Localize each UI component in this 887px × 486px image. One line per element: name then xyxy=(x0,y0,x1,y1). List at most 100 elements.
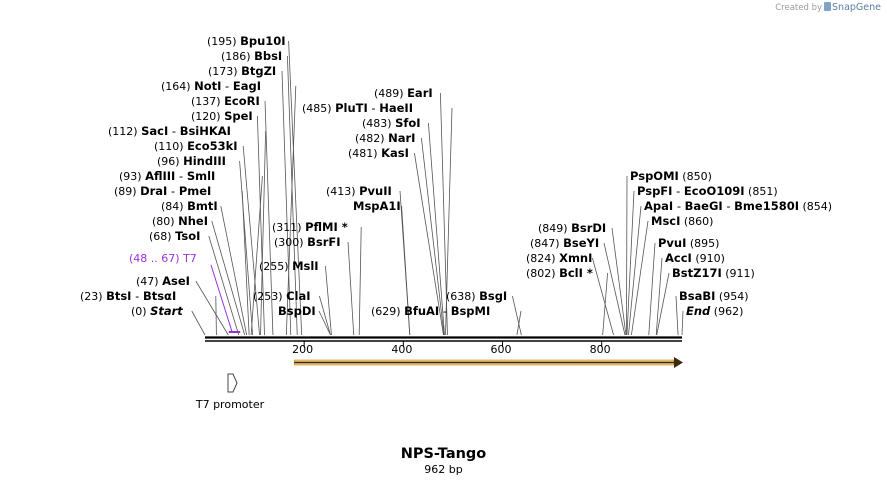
site-bfuai-label[interactable]: (629) BfuAI - BspMI xyxy=(371,304,490,318)
site-eco53ki-label[interactable]: (110) Eco53kI xyxy=(154,139,238,153)
site-spei-label[interactable]: (120) SpeI xyxy=(191,109,253,123)
site-btgzi-label[interactable]: (173) BtgZI xyxy=(208,64,276,78)
site-afliii-label[interactable]: (93) AflIII - SmlI xyxy=(119,169,215,183)
enzyme-name: BstZ17I xyxy=(672,266,722,280)
site-ecori-label[interactable]: (137) EcoRI xyxy=(191,94,260,108)
enzyme-name: TsoI xyxy=(175,229,200,243)
site-acci-label[interactable]: AccI (910) xyxy=(665,251,725,265)
enzyme-name: MspA1I xyxy=(353,199,401,213)
site-leader-line xyxy=(681,310,684,336)
site-leader-line xyxy=(257,115,265,336)
enzyme-name: PflMI * xyxy=(305,220,348,234)
site-xmni-label[interactable]: (824) XmnI xyxy=(526,251,592,265)
site-hindiii-label[interactable]: (96) HindIII xyxy=(157,154,226,168)
site-pvuii-label[interactable]: (413) PvuII xyxy=(326,184,392,198)
enzyme-name: SmlI xyxy=(187,169,216,183)
site-leader-line xyxy=(648,242,656,336)
site-leader-line xyxy=(191,310,206,336)
site-btsi-label[interactable]: (23) BtsI - BtsαI xyxy=(80,289,176,303)
site-start-label[interactable]: (0) Start xyxy=(131,304,183,318)
site-leader-line xyxy=(675,295,679,336)
site-leader-line xyxy=(512,295,522,336)
site-position: (23) xyxy=(80,290,106,303)
site-position: (895) xyxy=(686,237,719,250)
site-position: (110) xyxy=(154,140,187,153)
site-pvui-label[interactable]: PvuI (895) xyxy=(658,236,719,250)
site-leader-line xyxy=(260,130,266,336)
site-saci-label[interactable]: (112) SacI - BsiHKAI xyxy=(108,124,231,138)
site-leader-line xyxy=(414,152,444,336)
enzyme-name: NheI xyxy=(178,214,208,228)
site-clai-label[interactable]: (253) ClaI xyxy=(253,289,311,303)
enzyme-separator: - xyxy=(221,79,232,93)
site-nari-label[interactable]: (482) NarI xyxy=(355,131,415,145)
enzyme-separator: - xyxy=(131,289,142,303)
site-bsgi-label[interactable]: (638) BsgI xyxy=(446,289,507,303)
site-apai-label[interactable]: ApaI - BaeGI - Bme1580I (854) xyxy=(644,199,832,213)
site-position: (485) xyxy=(302,102,335,115)
site-pspfi-label[interactable]: PspFI - EcoO109I (851) xyxy=(637,184,778,198)
site-position: (173) xyxy=(208,65,241,78)
site-asei-label[interactable]: (47) AseI xyxy=(136,274,190,288)
site-position: (850) xyxy=(679,170,712,183)
enzyme-name: BspMI xyxy=(451,304,491,318)
site-pflmi-label[interactable]: (311) PflMI * xyxy=(272,220,348,234)
map-title-block: NPS-Tango 962 bp xyxy=(0,446,887,476)
t7-name: T7 xyxy=(182,252,197,265)
t7-promoter-arrow-icon[interactable] xyxy=(227,373,238,393)
site-bmti-label[interactable]: (84) BmtI xyxy=(161,199,218,213)
enzyme-name: SpeI xyxy=(224,109,253,123)
site-position: (84) xyxy=(161,200,187,213)
site-noti-label[interactable]: (164) NotI - EagI xyxy=(161,79,261,93)
enzyme-name: BtsI xyxy=(106,289,131,303)
enzyme-name: AseI xyxy=(162,274,190,288)
site-position: (911) xyxy=(722,267,755,280)
site-bsrfi-label[interactable]: (300) BsrFI xyxy=(274,235,341,249)
site-pspomi-label[interactable]: PspOMI (850) xyxy=(630,169,712,183)
site-mspa1i-label[interactable]: MspA1I xyxy=(353,199,401,213)
site-eari-label[interactable]: (489) EarI xyxy=(374,86,433,100)
site-bsabi-label[interactable]: BsaBI (954) xyxy=(679,289,749,303)
site-leader-line xyxy=(421,137,445,336)
site-drai-label[interactable]: (89) DraI - PmeI xyxy=(114,184,211,198)
site-leader-line xyxy=(440,92,448,336)
site-nhei-label[interactable]: (80) NheI xyxy=(152,214,208,228)
site-msli-label[interactable]: (255) MslI xyxy=(259,259,319,273)
site-pluti-label[interactable]: (485) PluTI - HaeII xyxy=(302,101,413,115)
site-position: (851) xyxy=(745,185,778,198)
site-position: (253) xyxy=(253,290,286,303)
enzyme-name: BfuAI xyxy=(404,304,439,318)
site-leader-line xyxy=(626,175,628,336)
site-sfoi-label[interactable]: (483) SfoI xyxy=(362,116,421,130)
site-position: (954) xyxy=(715,290,748,303)
site-position: (89) xyxy=(114,185,140,198)
enzyme-separator: - xyxy=(175,169,186,183)
enzyme-name: EcoO109I xyxy=(684,184,745,198)
enzyme-name: NotI xyxy=(194,79,221,93)
enzyme-name: PmeI xyxy=(179,184,212,198)
site-position: (300) xyxy=(274,236,307,249)
site-position: (481) xyxy=(348,147,381,160)
site-bbsi-label[interactable]: (186) BbsI xyxy=(221,49,282,63)
enzyme-name: Bme1580I xyxy=(734,199,799,213)
enzyme-name: PvuI xyxy=(658,236,686,250)
site-bcli-label[interactable]: (802) BclI * xyxy=(526,266,593,280)
site-kasi-label[interactable]: (481) KasI xyxy=(348,146,409,160)
site-leader-line xyxy=(220,205,248,336)
site-bspdi-label[interactable]: BspDI xyxy=(278,304,316,318)
site-bpu10i-label[interactable]: (195) Bpu10I xyxy=(207,34,286,48)
site-leader-line xyxy=(401,205,411,336)
site-leader-line xyxy=(626,190,635,336)
site-end-label[interactable]: End (962) xyxy=(686,304,743,318)
site-leader-line xyxy=(631,220,649,336)
site-bstz17i-label[interactable]: BstZ17I (911) xyxy=(672,266,755,280)
enzyme-name: PluTI xyxy=(335,101,368,115)
orf-arrowhead-icon xyxy=(674,357,683,368)
enzyme-separator: - xyxy=(368,101,379,115)
site-leader-line xyxy=(319,295,331,336)
site-bsrdi-label[interactable]: (849) BsrDI xyxy=(538,221,606,235)
site-tsoi-label[interactable]: (68) TsoI xyxy=(149,229,200,243)
site-msci-label[interactable]: MscI (860) xyxy=(651,214,713,228)
site-leader-line xyxy=(211,220,246,336)
site-bseyi-label[interactable]: (847) BseYI xyxy=(530,236,599,250)
